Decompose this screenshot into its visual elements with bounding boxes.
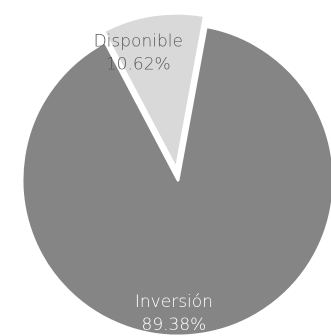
slice-value-label: 10.62% xyxy=(106,54,171,74)
pie-slices xyxy=(20,11,331,336)
pie-slice-disponible xyxy=(102,11,206,171)
slice-value-label: 89.38% xyxy=(142,315,207,335)
pie-slice-inversi-n xyxy=(20,25,331,336)
slice-category-label: Inversión xyxy=(135,292,213,312)
slice-category-label: Disponible xyxy=(94,31,183,51)
pie-labels: Inversión 89.38% Disponible 10.62% xyxy=(94,31,213,334)
